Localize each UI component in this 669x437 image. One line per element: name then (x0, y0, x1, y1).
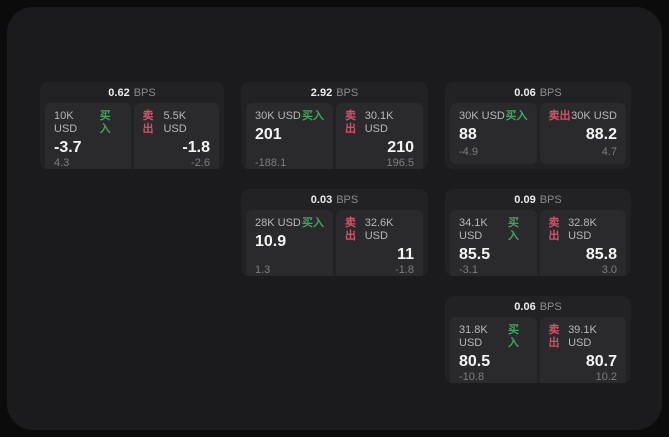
sell-tag: 卖出 (548, 324, 560, 349)
buy-price: 85.5 (459, 246, 491, 263)
tiles-row: 30K USD 买入 88 -4.9 卖出 30K USD 88.2 4.7 (445, 103, 631, 169)
buy-delta: 1.3 (255, 264, 271, 276)
sell-tile[interactable]: 卖出 30K USD 88.2 4.7 (539, 103, 626, 164)
buy-amount: 28K USD (255, 217, 301, 229)
buy-amount: 10K USD (54, 110, 78, 135)
buy-tag: 买入 (302, 110, 324, 122)
sell-delta: -2.6 (191, 157, 210, 169)
buy-amount: 30K USD (459, 110, 505, 122)
sell-price: 85.8 (585, 246, 617, 263)
card-header: 0.06 BPS (445, 296, 631, 317)
sell-tag: 卖出 (345, 110, 356, 135)
tiles-row: 34.1K USD 买入 85.5 -3.1 卖出 32.8K USD 85.8… (445, 210, 631, 276)
card-header: 0.06 BPS (445, 82, 631, 103)
sell-amount: 39.1K USD (568, 324, 597, 349)
sell-tile[interactable]: 卖出 32.8K USD 85.8 3.0 (539, 210, 626, 276)
buy-amount: 34.1K USD (459, 217, 488, 242)
bps-value: 0.62 (108, 86, 130, 99)
sell-tag: 卖出 (548, 217, 560, 242)
sell-price: -1.8 (182, 139, 210, 156)
quote-card-6: 0.06 BPS 31.8K USD 买入 80.5 -10.8 卖 (445, 296, 631, 383)
sell-price: 80.7 (585, 353, 617, 370)
quote-card-3: 0.06 BPS 30K USD 买入 88 -4.9 卖出 (445, 82, 631, 169)
bps-unit: BPS (539, 300, 562, 313)
sell-amount: 5.5K USD (163, 110, 187, 135)
buy-delta: -3.1 (459, 264, 478, 276)
sell-amount: 30K USD (571, 110, 617, 122)
bps-unit: BPS (336, 193, 359, 206)
buy-amount: 31.8K USD (459, 324, 488, 349)
buy-delta: -4.9 (459, 146, 478, 158)
buy-tag: 买入 (302, 217, 324, 229)
sell-amount: 30.1K USD (364, 110, 394, 135)
card-header: 2.92 BPS (241, 82, 428, 103)
buy-tile[interactable]: 34.1K USD 买入 85.5 -3.1 (450, 210, 537, 276)
sell-tag: 卖出 (345, 217, 356, 242)
bps-unit: BPS (539, 193, 562, 206)
bps-value: 0.06 (514, 300, 536, 313)
sell-delta: 3.0 (601, 264, 617, 276)
sell-tag: 卖出 (548, 110, 571, 122)
bps-value: 0.06 (514, 86, 536, 99)
buy-price: -3.7 (54, 139, 82, 156)
buy-tag: 买入 (99, 110, 111, 135)
quote-card-2: 2.92 BPS 30K USD 买入 201 -188.1 卖出 (241, 82, 428, 169)
quote-cards-grid: 0.62 BPS 10K USD 买入 -3.7 4.3 卖出 (40, 82, 631, 383)
buy-delta: -188.1 (255, 157, 287, 169)
buy-delta: 4.3 (54, 157, 70, 169)
sell-amount: 32.8K USD (568, 217, 597, 242)
sell-tile[interactable]: 卖出 32.6K USD 11 -1.8 (336, 210, 423, 276)
buy-amount: 30K USD (255, 110, 301, 122)
bps-unit: BPS (539, 86, 562, 99)
bps-unit: BPS (133, 86, 156, 99)
buy-price: 88 (459, 126, 477, 143)
main-panel: 0.62 BPS 10K USD 买入 -3.7 4.3 卖出 (7, 7, 662, 430)
buy-price: 80.5 (459, 353, 491, 370)
buy-tag: 买入 (505, 110, 528, 122)
buy-tile[interactable]: 30K USD 买入 88 -4.9 (450, 103, 537, 164)
sell-price: 210 (387, 139, 414, 156)
quote-card-4: 0.03 BPS 28K USD 买入 10.9 1.3 卖出 (241, 189, 428, 276)
sell-tile[interactable]: 卖出 39.1K USD 80.7 10.2 (539, 317, 626, 383)
sell-delta: -1.8 (395, 264, 414, 276)
buy-tile[interactable]: 30K USD 买入 201 -188.1 (246, 103, 333, 169)
bps-unit: BPS (336, 86, 359, 99)
sell-tag: 卖出 (142, 110, 154, 135)
tiles-row: 31.8K USD 买入 80.5 -10.8 卖出 39.1K USD 80.… (445, 317, 631, 383)
buy-price: 201 (255, 126, 282, 143)
tiles-row: 28K USD 买入 10.9 1.3 卖出 32.6K USD 11 -1.8 (241, 210, 428, 276)
buy-price: 10.9 (255, 233, 287, 250)
tiles-row: 10K USD 买入 -3.7 4.3 卖出 5.5K USD -1.8 -2.… (40, 103, 224, 169)
buy-tag: 买入 (507, 324, 519, 349)
buy-tile[interactable]: 31.8K USD 买入 80.5 -10.8 (450, 317, 537, 383)
bps-value: 2.92 (310, 86, 333, 99)
tiles-row: 30K USD 买入 201 -188.1 卖出 30.1K USD 210 1… (241, 103, 428, 169)
sell-delta: 10.2 (595, 371, 617, 383)
card-header: 0.62 BPS (40, 82, 224, 103)
bps-value: 0.09 (514, 193, 536, 206)
buy-tag: 买入 (507, 217, 519, 242)
buy-tile[interactable]: 28K USD 买入 10.9 1.3 (246, 210, 333, 276)
card-header: 0.09 BPS (445, 189, 631, 210)
quote-card-5: 0.09 BPS 34.1K USD 买入 85.5 -3.1 卖出 (445, 189, 631, 276)
sell-tile[interactable]: 卖出 30.1K USD 210 196.5 (336, 103, 423, 169)
quote-card-1: 0.62 BPS 10K USD 买入 -3.7 4.3 卖出 (40, 82, 224, 169)
sell-tile[interactable]: 卖出 5.5K USD -1.8 -2.6 (133, 103, 219, 169)
sell-price: 11 (397, 246, 414, 263)
bps-value: 0.03 (310, 193, 333, 206)
buy-delta: -10.8 (459, 371, 485, 383)
card-header: 0.03 BPS (241, 189, 428, 210)
sell-delta: 4.7 (601, 146, 617, 158)
sell-delta: 196.5 (386, 157, 414, 169)
sell-amount: 32.6K USD (364, 217, 394, 242)
sell-price: 88.2 (585, 126, 617, 143)
buy-tile[interactable]: 10K USD 买入 -3.7 4.3 (45, 103, 131, 169)
